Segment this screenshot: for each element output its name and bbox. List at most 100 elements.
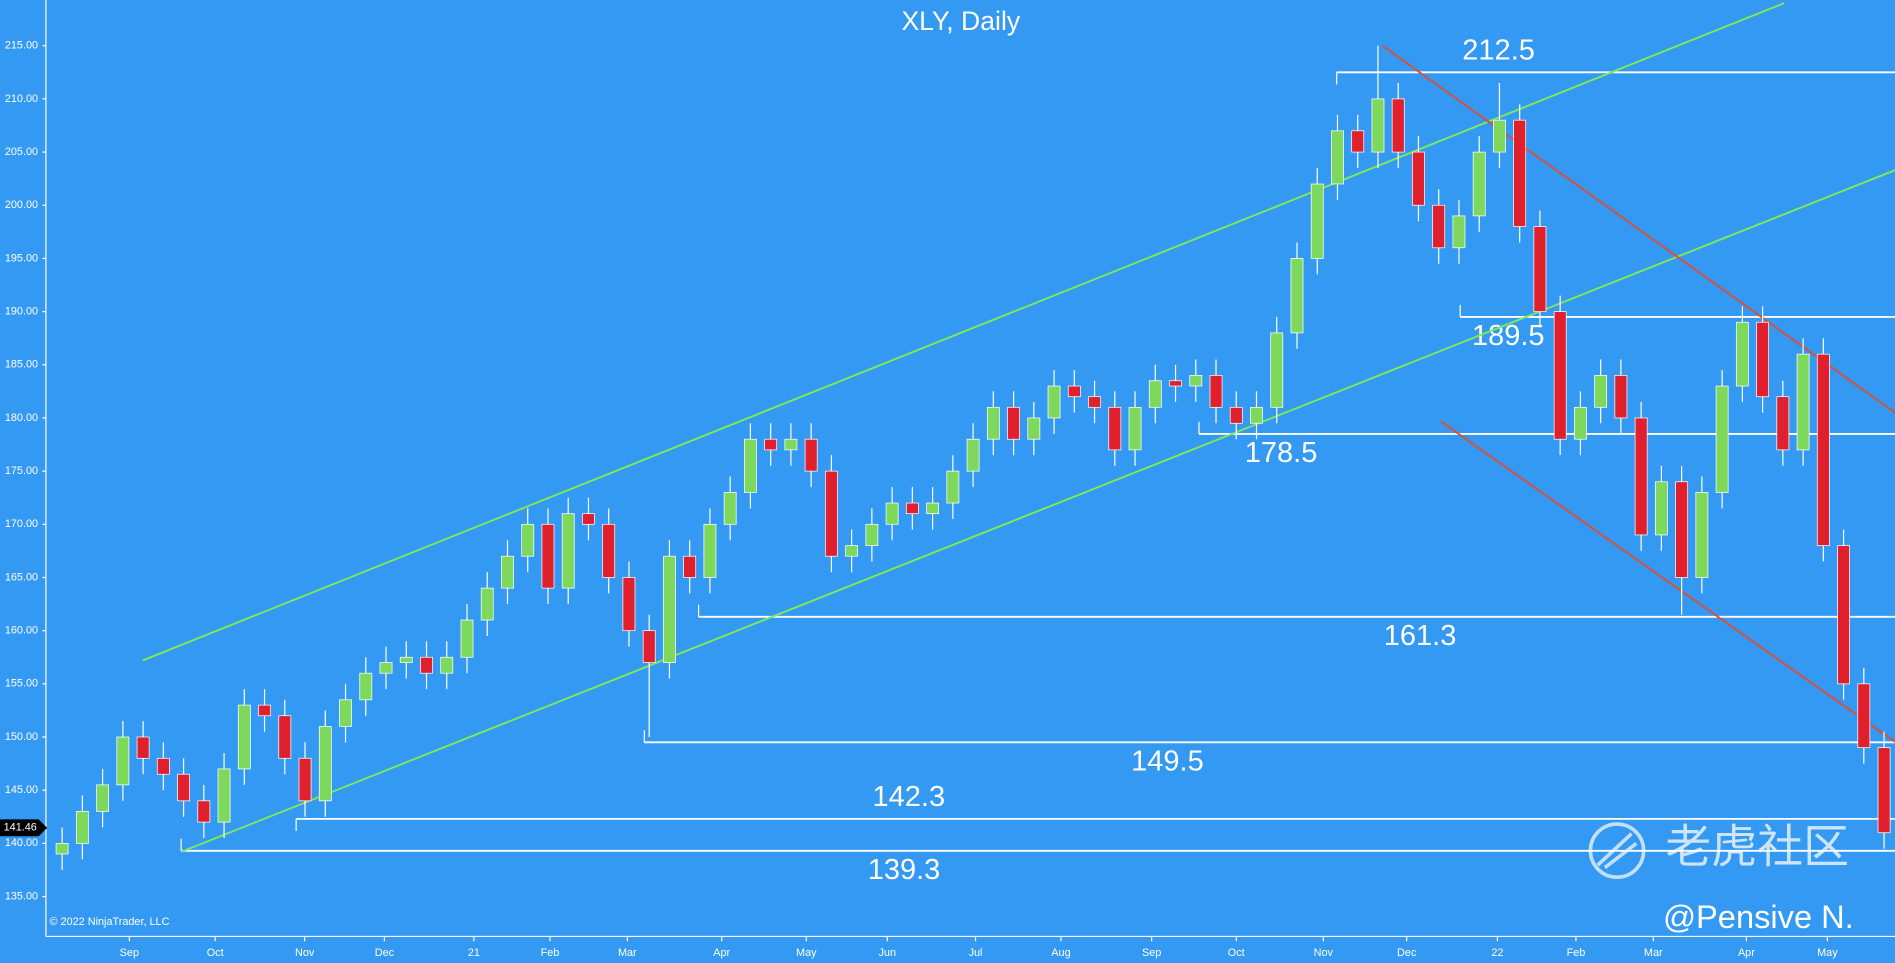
x-tick-label: Feb: [541, 947, 560, 959]
candle-body: [1654, 481, 1668, 536]
x-tick-label: Aug: [1051, 947, 1070, 959]
x-tick-label: Oct: [1228, 947, 1245, 959]
candle-body: [865, 523, 879, 546]
candle-body: [1128, 406, 1142, 451]
y-tick-label: 185.00: [5, 359, 38, 371]
candle-body: [804, 438, 818, 472]
candle-body: [541, 523, 555, 589]
candle-body: [197, 800, 211, 823]
candle-body: [663, 555, 676, 663]
x-tick-label: Mar: [618, 947, 637, 959]
candle-body: [156, 757, 170, 775]
candle-body: [278, 715, 292, 759]
x-tick-label: Apr: [713, 947, 730, 959]
candle-body: [55, 842, 69, 855]
candle-body: [1574, 406, 1587, 440]
candle-body: [582, 513, 595, 525]
chart-title: XLY, Daily: [901, 6, 1020, 36]
candle-body: [1513, 119, 1527, 227]
y-tick-label: 190.00: [5, 305, 38, 317]
candle-body: [1675, 481, 1689, 578]
candle-body: [905, 502, 919, 515]
candle-body: [926, 502, 940, 515]
level-label: 189.5: [1472, 320, 1545, 352]
candle-body: [885, 502, 899, 525]
candle-body: [1857, 683, 1871, 749]
x-tick-label: Nov: [1314, 947, 1334, 959]
x-tick-label: May: [1817, 947, 1838, 959]
candle-body: [480, 587, 494, 621]
candle-body: [1007, 406, 1020, 440]
level-label: 161.3: [1384, 620, 1457, 652]
candle-body: [1472, 151, 1486, 217]
candle-body: [1270, 332, 1284, 408]
y-tick-label: 215.00: [5, 40, 38, 52]
y-tick-label: 175.00: [5, 465, 38, 477]
candle-body: [177, 773, 190, 802]
level-label: 142.3: [873, 781, 946, 813]
y-tick-label: 140.00: [5, 837, 38, 849]
candle-body: [824, 470, 838, 557]
candle-body: [318, 726, 332, 802]
x-tick-label: Jul: [969, 947, 983, 959]
candle-body: [1047, 385, 1061, 419]
candle-body: [1816, 353, 1830, 546]
level-label: 139.3: [868, 854, 941, 886]
x-tick-label: Jun: [879, 947, 897, 959]
candle-body: [1331, 130, 1344, 185]
x-tick-label: Mar: [1644, 947, 1663, 959]
x-tick-label: Nov: [295, 947, 315, 959]
candle-body: [622, 577, 636, 632]
y-tick-label: 205.00: [5, 146, 38, 158]
candle-body: [1148, 380, 1162, 408]
candle-body: [1452, 215, 1466, 249]
candle-body: [420, 656, 433, 674]
candle-body: [1695, 492, 1709, 578]
y-tick-label: 160.00: [5, 625, 38, 637]
author: @Pensive N.: [1663, 898, 1854, 935]
candle-body: [1391, 98, 1405, 153]
candle-body: [986, 406, 1000, 440]
candle-body: [501, 555, 514, 589]
candle-body: [1290, 258, 1304, 334]
candle-body: [1169, 380, 1182, 387]
trend-line: [180, 169, 1895, 853]
candle-body: [298, 757, 312, 802]
trend-line: [1381, 44, 1895, 414]
candle-body: [1432, 204, 1446, 249]
level-label: 149.5: [1131, 746, 1204, 778]
y-tick-label: 180.00: [5, 412, 38, 424]
y-tick-label: 170.00: [5, 518, 38, 530]
candle-body: [946, 470, 960, 504]
candle-body: [1412, 151, 1425, 206]
candle-body: [136, 736, 150, 759]
x-tick-label: Apr: [1738, 947, 1755, 959]
x-tick-label: Oct: [207, 947, 224, 959]
x-tick-label: May: [796, 947, 817, 959]
candle-body: [1351, 130, 1365, 153]
x-tick-label: Dec: [1397, 947, 1417, 959]
candle-body: [1553, 311, 1567, 440]
candle-body: [1067, 385, 1081, 398]
candle-body: [75, 811, 89, 844]
candle-body: [703, 523, 717, 578]
x-tick-label: 22: [1491, 947, 1503, 959]
candle-body: [1614, 375, 1628, 419]
y-tick-label: 150.00: [5, 731, 38, 743]
candle-body: [966, 438, 980, 472]
candle-body: [359, 672, 373, 701]
candle-body: [845, 545, 859, 557]
y-tick-label: 200.00: [5, 199, 38, 211]
candle-body: [683, 555, 697, 578]
candle-body: [1371, 98, 1385, 153]
y-tick-label: 210.00: [5, 93, 38, 105]
level-label: 178.5: [1245, 437, 1318, 469]
candle-body: [1776, 396, 1790, 451]
candle-body: [1533, 226, 1547, 312]
candle-body: [1715, 385, 1729, 493]
candle-body: [237, 704, 251, 770]
candle-body: [602, 523, 616, 578]
y-tick-label: 145.00: [5, 784, 38, 796]
watermark: 老虎社区: [1665, 821, 1849, 873]
